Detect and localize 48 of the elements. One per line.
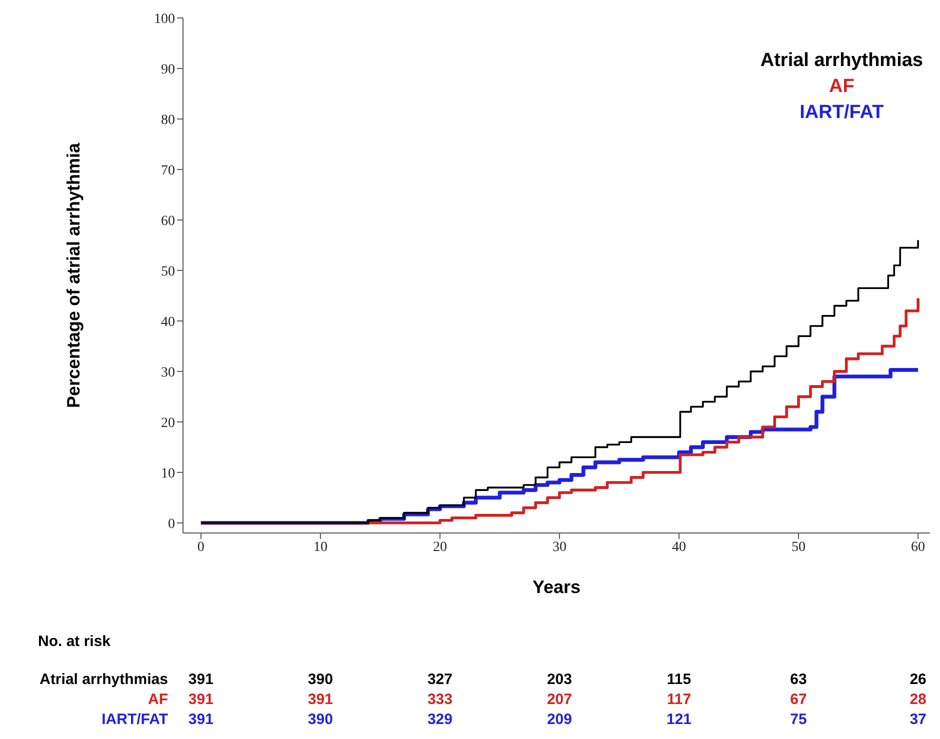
text: 391 (306, 691, 334, 708)
y-axis-title: Percentage of atrial arrhythmia (63, 142, 84, 408)
y-tick-label: 40 (161, 314, 175, 330)
text: 391 (187, 711, 214, 728)
text: 75 (789, 711, 808, 728)
text: Atrial arrhythmias (760, 49, 923, 73)
text: 121 (665, 711, 693, 728)
text: IART/FAT (100, 711, 168, 728)
text: Atrial arrhythmias (38, 671, 168, 688)
y-tick-label: 60 (161, 214, 175, 229)
text: 390 (306, 671, 334, 688)
text: 63 (789, 671, 808, 688)
x-tick-label: 30 (552, 540, 566, 555)
y-tick-label: 80 (161, 112, 175, 128)
text: 28 (908, 691, 928, 708)
x-tick-label: 50 (792, 540, 806, 555)
text: No. at risk (38, 633, 111, 650)
text: 37 (908, 711, 928, 728)
text: 209 (546, 711, 573, 728)
y-tick-label: 100 (154, 12, 175, 27)
y-tick-label: 10 (161, 466, 175, 482)
text: 67 (789, 691, 808, 708)
y-tick-label: 20 (161, 416, 175, 431)
y-tick-label: 90 (161, 62, 175, 78)
x-tick-label: 0 (197, 540, 204, 555)
text: AF (828, 75, 856, 99)
y-tick-label: 70 (161, 163, 175, 178)
text: 391 (187, 691, 214, 708)
text: 329 (426, 711, 454, 728)
y-tick-label: 0 (168, 516, 175, 532)
text: 115 (666, 671, 692, 688)
text: AF (147, 691, 168, 708)
text: 26 (908, 671, 928, 688)
text: IART/FAT (798, 101, 885, 125)
y-tick-label: 30 (161, 365, 175, 380)
text: 327 (426, 671, 454, 688)
y-tick-label: 50 (161, 264, 175, 280)
x-tick-label: 20 (432, 540, 447, 555)
x-tick-label: 10 (313, 540, 328, 555)
x-tick-label: 60 (911, 540, 926, 555)
text: 207 (546, 691, 573, 708)
text: 391 (187, 671, 214, 688)
text: 390 (306, 711, 334, 728)
text: 117 (666, 691, 692, 708)
x-tick-label: 40 (672, 540, 686, 555)
text: 333 (426, 691, 454, 708)
x-axis-title: Years (532, 577, 581, 597)
text: 203 (546, 671, 573, 688)
